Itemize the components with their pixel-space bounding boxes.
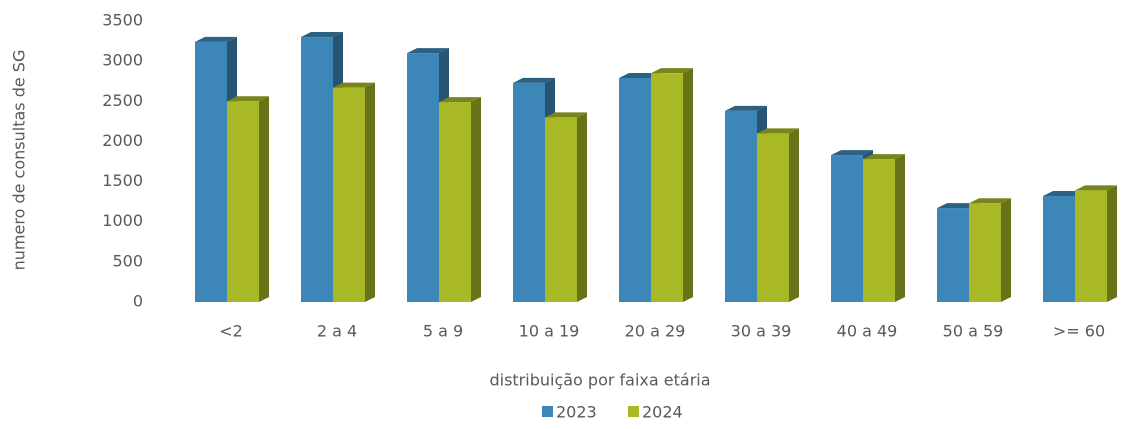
- bar: [651, 73, 683, 302]
- bar: [407, 53, 439, 302]
- bar: [513, 82, 545, 302]
- bar: [545, 117, 577, 302]
- y-tick-label: 500: [112, 251, 143, 270]
- legend-swatch: [628, 406, 639, 417]
- bar-side: [789, 128, 799, 302]
- bar-top: [757, 128, 799, 134]
- bar-top: [227, 96, 269, 102]
- y-tick-label: 3000: [102, 51, 143, 70]
- bar: [969, 203, 1001, 302]
- bar-side: [1001, 198, 1011, 302]
- x-tick-label: <2: [219, 322, 243, 341]
- bar: [725, 110, 757, 302]
- bar: [619, 78, 651, 302]
- bar-top: [725, 105, 767, 111]
- bar: [333, 87, 365, 302]
- bar-side: [365, 82, 375, 302]
- x-axis-title: distribuição por faixa etária: [489, 371, 710, 390]
- y-tick-label: 1500: [102, 171, 143, 190]
- bar-top: [651, 68, 693, 74]
- x-tick-label: 2 a 4: [317, 322, 357, 341]
- bar-top: [301, 32, 343, 38]
- x-tick-label: >= 60: [1053, 322, 1105, 341]
- bar: [757, 133, 789, 302]
- bar-top: [1043, 191, 1085, 197]
- bar-top: [407, 48, 449, 54]
- bar-top: [937, 203, 979, 209]
- bar: [439, 102, 471, 303]
- bar-top: [333, 82, 375, 88]
- y-tick-label: 2500: [102, 91, 143, 110]
- legend-label: 2023: [556, 403, 597, 422]
- y-tick-label: 0: [133, 292, 143, 311]
- bar-top: [619, 73, 661, 79]
- x-tick-label: 5 a 9: [423, 322, 463, 341]
- y-tick-label: 3500: [102, 11, 143, 30]
- bar: [831, 155, 863, 302]
- bar: [195, 41, 227, 302]
- bar-side: [1107, 185, 1117, 302]
- x-tick-label: 20 a 29: [625, 322, 686, 341]
- y-tick-label: 2000: [102, 131, 143, 150]
- bar: [863, 159, 895, 302]
- legend-swatch: [542, 406, 553, 417]
- x-tick-label: 40 a 49: [837, 322, 898, 341]
- bar: [1075, 190, 1107, 302]
- bar: [937, 208, 969, 302]
- bar-top: [545, 112, 587, 118]
- bar-top: [513, 77, 555, 83]
- bar-side: [683, 68, 693, 302]
- bar-side: [259, 96, 269, 303]
- bar-top: [439, 97, 481, 103]
- x-tick-label: 50 a 59: [943, 322, 1004, 341]
- bar-top: [831, 150, 873, 156]
- bar-side: [471, 97, 481, 303]
- bar-top: [1075, 185, 1117, 191]
- legend-label: 2024: [642, 403, 683, 422]
- bar-top: [863, 154, 905, 160]
- bar-side: [577, 112, 587, 302]
- bar: [1043, 196, 1075, 302]
- x-tick-label: 10 a 19: [519, 322, 580, 341]
- x-tick-label: 30 a 39: [731, 322, 792, 341]
- bar: [301, 37, 333, 303]
- bar-side: [895, 154, 905, 302]
- bar-top: [195, 36, 237, 42]
- bar-top: [969, 198, 1011, 204]
- y-axis-title: numero de consultas de SG: [10, 50, 29, 271]
- bar: [227, 101, 259, 303]
- y-tick-label: 1000: [102, 211, 143, 230]
